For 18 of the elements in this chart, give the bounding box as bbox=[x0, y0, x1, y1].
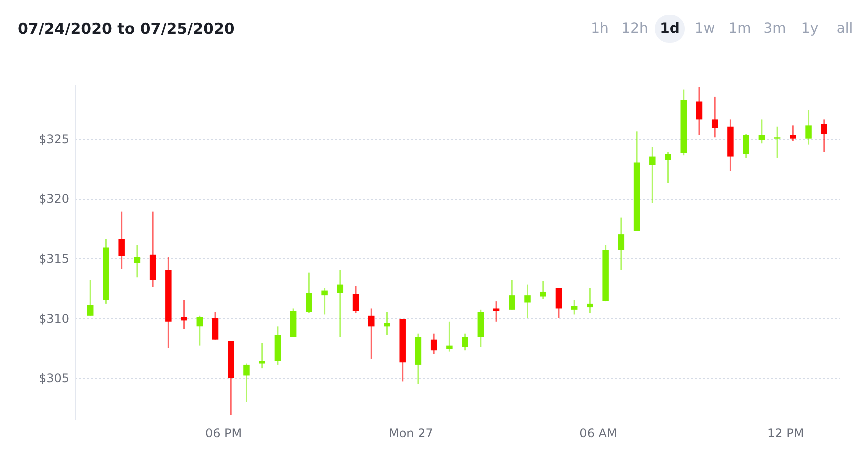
x-tick-label: Mon 27 bbox=[388, 426, 434, 440]
y-tick-label: $305 bbox=[38, 372, 70, 386]
x-tick-label: 12 PM bbox=[768, 426, 804, 440]
text: all bbox=[836, 21, 854, 37]
text: 1y bbox=[801, 21, 819, 37]
text: 12h bbox=[622, 21, 648, 37]
y-tick-label: $320 bbox=[38, 192, 70, 206]
text: 1h bbox=[591, 21, 609, 37]
text: 1w bbox=[694, 21, 716, 37]
x-tick-label: 06 PM bbox=[205, 426, 242, 440]
text: 1m bbox=[728, 21, 752, 37]
chart-title: 07/24/2020 to 07/25/2020 bbox=[18, 20, 235, 38]
y-tick-label: $325 bbox=[38, 132, 70, 146]
y-tick-label: $310 bbox=[38, 312, 70, 326]
text: 3m bbox=[764, 21, 786, 37]
text: 1d bbox=[660, 21, 680, 37]
y-tick-label: $315 bbox=[38, 252, 70, 266]
x-tick-label: 06 AM bbox=[580, 426, 618, 440]
